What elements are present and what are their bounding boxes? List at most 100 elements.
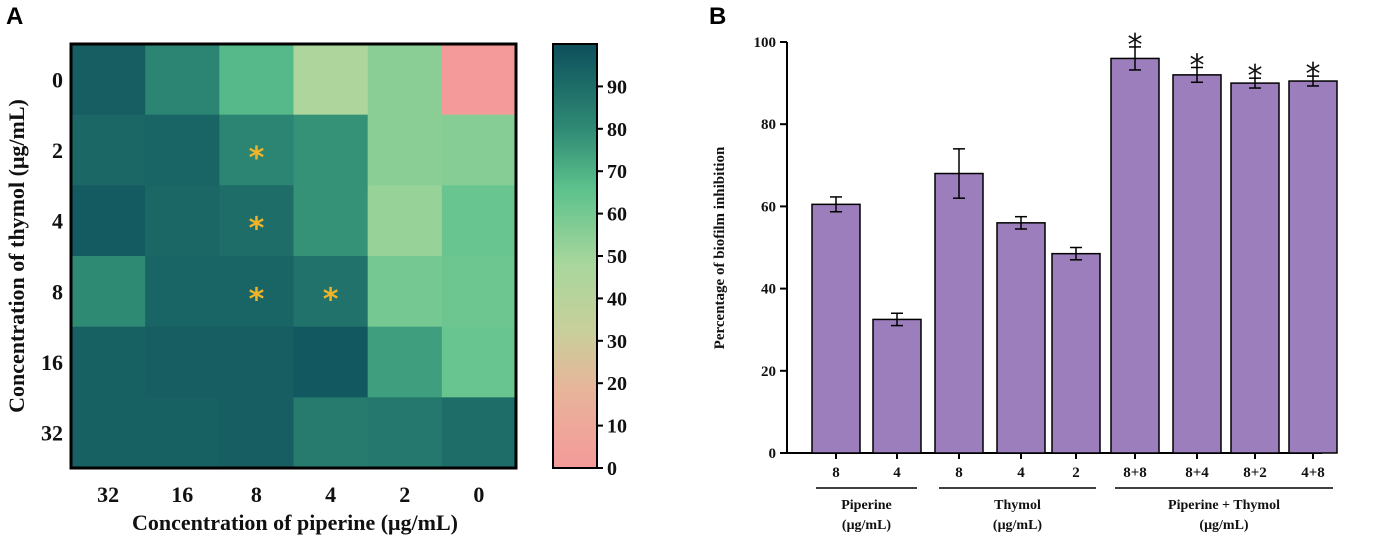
significance-star-icon: * bbox=[249, 141, 265, 176]
heatmap-cell-r5-c5 bbox=[441, 397, 517, 469]
bar-group-unit: (μg/mL) bbox=[1199, 518, 1248, 533]
colorbar-tick-label: 70 bbox=[607, 161, 627, 183]
bar-y-tick-label: 20 bbox=[761, 364, 776, 380]
heatmap-x-tick-label: 2 bbox=[399, 482, 410, 507]
heatmap-significance-markers: * * * * bbox=[249, 141, 339, 317]
heatmap-x-ticks: 32 16 8 4 2 0 bbox=[97, 482, 484, 507]
bar bbox=[811, 203, 861, 454]
bar-group-name: Piperine + Thymol bbox=[1168, 498, 1280, 513]
heatmap-cell-r0-c0 bbox=[71, 44, 146, 116]
heatmap-cell-r4-c0 bbox=[71, 326, 146, 398]
heatmap-cell-r5-c4 bbox=[367, 397, 443, 469]
heatmap-cell-r5-c0 bbox=[71, 397, 146, 469]
heatmap-cell-r2-c5 bbox=[441, 185, 517, 257]
heatmap-cell-r4-c4 bbox=[367, 326, 443, 398]
panel-a-letter: A bbox=[6, 3, 23, 30]
heatmap-x-tick-label: 32 bbox=[97, 482, 119, 507]
heatmap-x-tick-label: 4 bbox=[325, 482, 336, 507]
colorbar-tick-label: 50 bbox=[607, 246, 627, 268]
heatmap-cell-r3-c5 bbox=[441, 256, 517, 328]
bar-group-unit: (μg/mL) bbox=[993, 518, 1042, 533]
heatmap-cell-r2-c0 bbox=[71, 185, 146, 257]
heatmap-cell-r2-c1 bbox=[145, 185, 220, 257]
bar-x-tick-label: 4+8 bbox=[1301, 465, 1325, 481]
bar-x-tick-label: 4 bbox=[893, 465, 901, 481]
heatmap-cell-r2-c3 bbox=[293, 185, 369, 257]
colorbar-tick-label: 20 bbox=[607, 373, 627, 395]
heatmap-y-tick-label: 4 bbox=[52, 209, 63, 234]
heatmap-x-tick-label: 8 bbox=[251, 482, 262, 507]
heatmap-cell-r4-c2 bbox=[219, 326, 294, 398]
bar-y-axis-label: Percentage of biofilm inhibition bbox=[712, 146, 728, 349]
bar bbox=[1230, 82, 1280, 454]
heatmap-x-axis-label: Concentration of piperine (μg/mL) bbox=[132, 510, 458, 535]
colorbar-tick-label: 80 bbox=[607, 119, 627, 141]
colorbar-ticks: 0 10 20 30 40 50 60 70 80 90 bbox=[597, 76, 627, 480]
bar-group-name: Piperine bbox=[841, 498, 892, 513]
bar-y-tick-label: 0 bbox=[769, 446, 777, 462]
heatmap-cell-r1-c0 bbox=[71, 114, 146, 186]
bar bbox=[1172, 74, 1222, 454]
colorbar-tick-label: 90 bbox=[607, 76, 627, 98]
bar bbox=[934, 172, 984, 454]
significance-star-icon: * bbox=[1248, 59, 1263, 94]
colorbar-tick-label: 10 bbox=[607, 416, 627, 438]
heatmap-cell-r1-c3 bbox=[293, 114, 369, 186]
heatmap-y-tick-label: 0 bbox=[52, 67, 63, 92]
heatmap-cell-r3-c4 bbox=[367, 256, 443, 328]
heatmap-y-tick-label: 2 bbox=[52, 138, 63, 163]
colorbar-tick-label: 30 bbox=[607, 331, 627, 353]
colorbar-tick-label: 60 bbox=[607, 204, 627, 226]
bar-group-labels: Piperine (μg/mL) Thymol (μg/mL) Piperine + T… bbox=[816, 487, 1333, 533]
heatmap-cell-r3-c1 bbox=[145, 256, 220, 328]
heatmap-cell-r0-c4 bbox=[367, 44, 443, 116]
heatmap-y-tick-label: 32 bbox=[41, 421, 63, 446]
bar-y-tick-label: 80 bbox=[761, 117, 776, 133]
heatmap-cell-r0-c1 bbox=[145, 44, 220, 116]
bar bbox=[996, 222, 1046, 454]
bar bbox=[872, 318, 922, 454]
bar-x-ticks: 8 4 8 4 2 8+8 8+4 8+2 4+8 bbox=[832, 453, 1325, 481]
bar-x-tick-label: 8 bbox=[955, 465, 963, 481]
heatmap-y-tick-label: 8 bbox=[52, 279, 63, 304]
panel-b-letter: B bbox=[709, 3, 726, 30]
significance-star-icon: * bbox=[1190, 48, 1205, 83]
bar-series: * * * * bbox=[811, 28, 1338, 454]
colorbar: 0 10 20 30 40 50 60 70 80 90 bbox=[552, 43, 627, 480]
heatmap-border bbox=[69, 42, 518, 470]
bar-x-tick-label: 8+8 bbox=[1123, 465, 1147, 481]
bar-y-tick-label: 40 bbox=[761, 282, 776, 298]
heatmap-cell-r2-c4 bbox=[367, 185, 443, 257]
bar bbox=[1288, 80, 1338, 454]
bar-group-name: Thymol bbox=[994, 498, 1041, 513]
bar-x-tick-label: 8+4 bbox=[1185, 465, 1209, 481]
heatmap-cell-r4-c5 bbox=[441, 326, 517, 398]
heatmap-cell-r5-c2 bbox=[219, 397, 294, 469]
bar-y-tick-label: 60 bbox=[761, 199, 776, 215]
bar-group-unit: (μg/mL) bbox=[842, 518, 891, 533]
heatmap-cell-r1-c2 bbox=[219, 114, 294, 186]
heatmap-y-tick-label: 16 bbox=[41, 350, 63, 375]
heatmap-x-tick-label: 0 bbox=[473, 482, 484, 507]
colorbar-tick-label: 0 bbox=[607, 458, 617, 480]
colorbar-gradient bbox=[552, 43, 598, 469]
heatmap-x-tick-label: 16 bbox=[171, 482, 193, 507]
significance-star-icon: * bbox=[249, 212, 265, 247]
bar-y-tick-label: 100 bbox=[754, 35, 777, 51]
significance-star-icon: * bbox=[1306, 57, 1321, 92]
heatmap-cell-r1-c1 bbox=[145, 114, 220, 186]
heatmap-cell-r4-c1 bbox=[145, 326, 220, 398]
heatmap-cell-r5-c3 bbox=[293, 397, 369, 469]
heatmap-cells bbox=[71, 44, 517, 469]
bar-x-tick-label: 2 bbox=[1072, 465, 1080, 481]
heatmap-cell-r3-c3 bbox=[293, 256, 369, 328]
heatmap-cell-r0-c2 bbox=[219, 44, 294, 116]
heatmap-cell-r0-c5 bbox=[441, 44, 517, 116]
heatmap-cell-r3-c2 bbox=[219, 256, 294, 328]
heatmap-cell-r1-c4 bbox=[367, 114, 443, 186]
heatmap-chart: * * * * 32 16 8 4 2 0 0 2 4 8 16 32 Concentration of … bbox=[4, 42, 518, 535]
heatmap-cell-r4-c3 bbox=[293, 326, 369, 398]
heatmap-cell-r0-c3 bbox=[293, 44, 369, 116]
heatmap-cell-r1-c5 bbox=[441, 114, 517, 186]
